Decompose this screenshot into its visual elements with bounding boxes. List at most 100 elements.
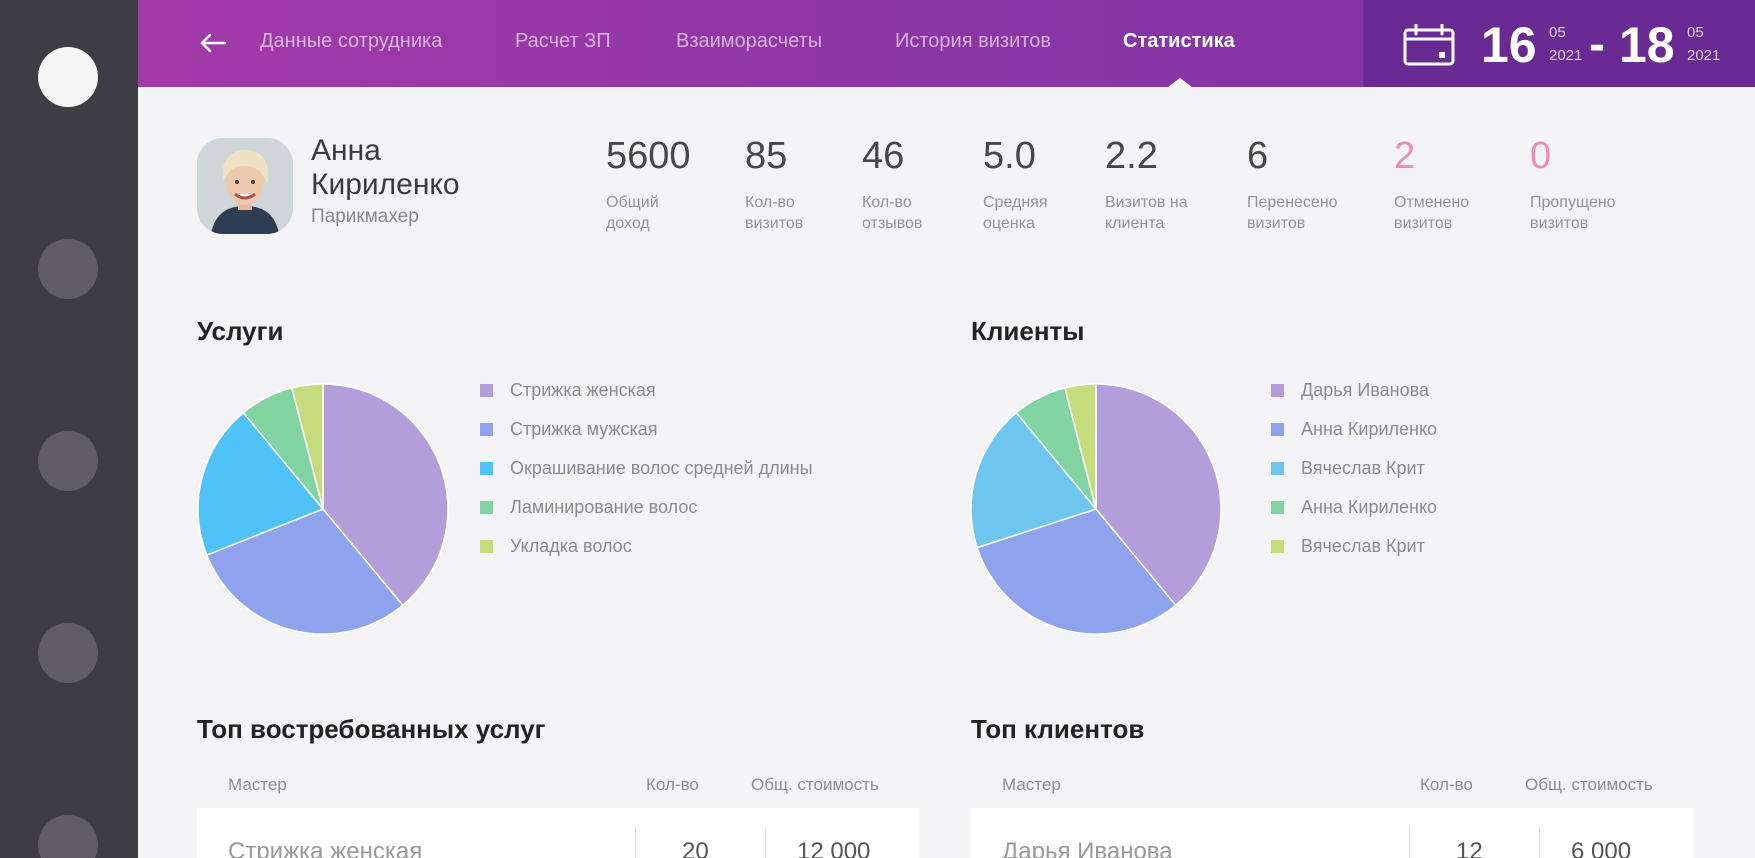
active-tab-indicator xyxy=(1168,78,1192,87)
sidebar-nav-item[interactable] xyxy=(38,623,98,683)
stat-value: 2 xyxy=(1394,135,1416,177)
stat-rescheduled-visits: 6 Перенесено визитов xyxy=(1247,134,1357,234)
legend-label: Ламинирование волос xyxy=(510,497,698,517)
row-count: 20 xyxy=(682,838,709,858)
column-header-total: Общ. стоимость xyxy=(751,775,879,794)
legend-label: Дарья Иванова xyxy=(1301,380,1429,400)
date-to-month: 05 xyxy=(1687,24,1704,41)
sidebar-nav-item[interactable] xyxy=(38,815,98,858)
legend-swatch xyxy=(480,462,493,475)
calendar-icon[interactable] xyxy=(1403,23,1455,66)
date-range-picker[interactable]: 16 05 2021 - 18 05 2021 xyxy=(1363,0,1755,87)
sidebar-nav-item[interactable] xyxy=(38,431,98,491)
legend-label: Анна Кириленко xyxy=(1301,497,1438,517)
clients-pie-chart xyxy=(970,383,1222,635)
column-header-master: Мастер xyxy=(1002,775,1061,794)
column-divider xyxy=(765,828,766,858)
date-from-month: 05 xyxy=(1549,24,1566,41)
column-header-master: Мастер xyxy=(228,775,287,794)
stat-label: Перенесено визитов xyxy=(1247,194,1338,232)
date-to-day: 18 xyxy=(1619,17,1675,73)
clients-pie-slice-2 xyxy=(976,508,1177,635)
stat-value: 0 xyxy=(1530,135,1552,177)
legend-swatch xyxy=(1271,501,1284,514)
legend-swatch xyxy=(480,501,493,514)
services-pie-slice-2 xyxy=(205,508,404,635)
legend-label: Вячеслав Крит xyxy=(1301,536,1425,556)
row-total: 6 000 xyxy=(1571,838,1632,858)
clients-pie-slice-1 xyxy=(1095,383,1222,607)
tab-statistics[interactable]: Статистика xyxy=(1123,30,1235,52)
table-row[interactable]: Стрижка женская 20 12 000 xyxy=(197,808,919,858)
top-services-title: Топ востребованных услуг xyxy=(197,714,546,744)
stat-missed-visits: 0 Пропущено визитов xyxy=(1530,134,1640,234)
legend-label: Окрашивание волос средней длины xyxy=(510,458,813,478)
employee-role: Парикмахер xyxy=(311,206,419,227)
services-pie-slice-3 xyxy=(197,411,325,556)
stat-total-income: 5600 Общий доход xyxy=(606,134,691,234)
legend-swatch xyxy=(480,540,493,553)
clients-pie-slice-3 xyxy=(970,411,1098,549)
legend-label: Вячеслав Крит xyxy=(1301,458,1425,478)
legend-swatch xyxy=(1271,384,1284,397)
tab-employee-data[interactable]: Данные сотрудника xyxy=(260,30,443,52)
stat-reviews-count: 46 Кол-во отзывов xyxy=(862,134,942,234)
legend-swatch xyxy=(480,423,493,436)
column-header-count: Кол-во xyxy=(646,775,699,794)
legend-swatch xyxy=(480,384,493,397)
stat-label: Кол-во визитов xyxy=(745,194,804,232)
stat-label: Кол-во отзывов xyxy=(862,194,923,232)
stat-label: Визитов на клиента xyxy=(1105,194,1188,232)
column-divider xyxy=(1409,828,1410,858)
row-client-name: Дарья Иванова xyxy=(1002,838,1173,858)
clients-pie-slice-5 xyxy=(1064,383,1097,510)
services-pie-slice-5 xyxy=(291,383,324,510)
services-title: Услуги xyxy=(197,316,284,346)
arrow-left-icon[interactable] xyxy=(198,25,230,61)
top-clients-title: Топ клиентов xyxy=(971,714,1145,744)
legend-label: Стрижка мужская xyxy=(510,419,658,439)
legend-swatch xyxy=(1271,423,1284,436)
legend-label: Анна Кириленко xyxy=(1301,419,1438,439)
stat-visits-per-client: 2.2 Визитов на клиента xyxy=(1105,134,1205,234)
tab-settlements[interactable]: Взаиморасчеты xyxy=(676,30,823,52)
stat-value: 85 xyxy=(745,135,788,177)
stat-average-rating: 5.0 Средняя оценка xyxy=(983,134,1063,234)
services-pie-chart xyxy=(197,383,449,635)
legend-label: Стрижка женская xyxy=(510,380,656,400)
stat-visits-count: 85 Кол-во визитов xyxy=(745,134,825,234)
stat-label: Пропущено визитов xyxy=(1530,194,1616,232)
legend-label: Укладка волос xyxy=(510,536,632,556)
tab-visit-history[interactable]: История визитов xyxy=(895,30,1051,52)
table-row[interactable]: Дарья Иванова 12 6 000 xyxy=(971,808,1693,858)
avatar xyxy=(197,138,293,234)
stat-label: Средняя оценка xyxy=(983,194,1048,232)
clients-title: Клиенты xyxy=(971,316,1085,346)
header-bar: Данные сотрудника Расчет ЗП Взаиморасчет… xyxy=(138,0,1755,87)
column-header-total: Общ. стоимость xyxy=(1525,775,1653,794)
stat-value: 2.2 xyxy=(1105,135,1158,177)
stat-label: Общий доход xyxy=(606,194,659,232)
date-to-year: 2021 xyxy=(1687,47,1721,64)
column-divider xyxy=(635,828,636,858)
row-count: 12 xyxy=(1456,838,1483,858)
legend-swatch xyxy=(1271,462,1284,475)
column-header-count: Кол-во xyxy=(1420,775,1473,794)
date-separator: - xyxy=(1589,18,1605,71)
stat-label: Отменено визитов xyxy=(1394,194,1470,232)
date-from-day: 16 xyxy=(1481,17,1537,73)
stat-value: 46 xyxy=(862,135,905,177)
sidebar xyxy=(0,0,138,858)
services-pie-slice-1 xyxy=(322,383,449,607)
row-service-name: Стрижка женская xyxy=(228,838,423,858)
sidebar-nav-item[interactable] xyxy=(38,239,98,299)
stat-value: 6 xyxy=(1247,135,1269,177)
stat-cancelled-visits: 2 Отменено визитов xyxy=(1394,134,1504,234)
column-divider xyxy=(1539,828,1540,858)
sidebar-nav-item-active[interactable] xyxy=(38,47,98,107)
date-from-year: 2021 xyxy=(1549,47,1583,64)
tab-salary[interactable]: Расчет ЗП xyxy=(515,30,611,52)
employee-name: Анна Кириленко xyxy=(311,134,460,201)
stat-value: 5.0 xyxy=(983,135,1036,177)
legend-swatch xyxy=(1271,540,1284,553)
